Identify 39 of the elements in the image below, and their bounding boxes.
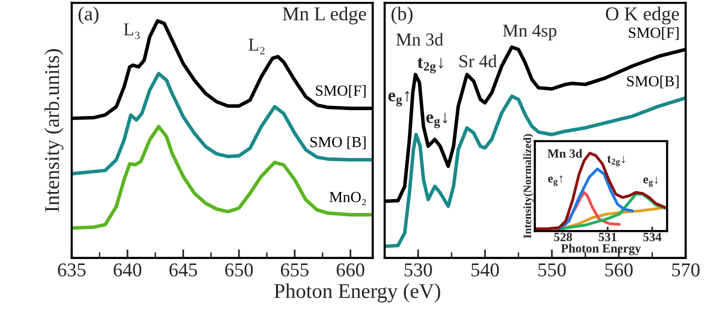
text: Mn 3d <box>396 32 444 46</box>
series-label: SMO[F] <box>628 27 679 40</box>
annotation: L₃ <box>124 23 140 40</box>
x-tick-label: 640 <box>114 263 142 276</box>
annotation: t$_{2g}$↓ <box>607 156 625 166</box>
x-tick-label: 655 <box>280 263 309 276</box>
annotation: t$_{2g}$↓ <box>417 58 443 74</box>
text: (b) <box>392 6 413 24</box>
series-label: SMO[B] <box>627 76 679 88</box>
annotation: e$_{g}$↑ <box>388 91 410 106</box>
x-axis-title: Photon Energy <box>561 244 641 256</box>
y-axis-title: Intensity (arb.units) <box>44 49 64 212</box>
series-label: MnO₂ <box>330 192 366 206</box>
x-axis-title: Photon Energy (eV) <box>274 283 440 302</box>
x-tick-label: 550 <box>538 263 566 276</box>
annotation: Mn 3d <box>548 148 582 158</box>
annotation: e$_{g}$↓ <box>643 176 658 188</box>
x-tick-label: 650 <box>225 263 253 276</box>
text: Mn 4sp <box>502 24 556 40</box>
x-tick-label: 635 <box>58 263 86 276</box>
annotation: (a) <box>78 6 98 24</box>
annotation: L₂ <box>248 38 265 54</box>
x-tick-label: 530 <box>404 263 432 276</box>
series-label: SMO[F] <box>316 85 366 98</box>
text: O K edge <box>606 6 679 24</box>
annotation: e$_{g}$↓ <box>426 112 448 128</box>
x-tick-label: 560 <box>605 263 633 276</box>
annotation: e$_{g}$↑ <box>548 175 563 186</box>
x-tick-label: 540 <box>472 263 499 276</box>
series-label: SMO [B] <box>310 136 366 150</box>
x-tick-label: 660 <box>336 263 364 276</box>
x-tick-label: 534 <box>643 232 662 242</box>
x-tick-label: 645 <box>169 263 198 276</box>
x-tick-label: 531 <box>598 232 616 242</box>
y-axis-title: Intensity(Normalized) <box>523 134 534 238</box>
annotation: Mn L edge <box>282 6 366 24</box>
annotation: Sr 4d <box>460 54 497 68</box>
x-tick-label: 528 <box>554 232 572 242</box>
x-tick-label: 570 <box>672 263 700 276</box>
